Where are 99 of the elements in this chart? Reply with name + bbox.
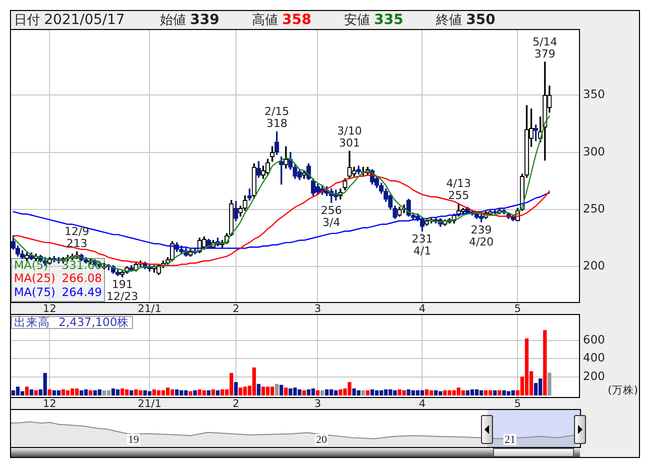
bar — [434, 390, 438, 396]
bar — [34, 390, 38, 396]
bar — [56, 390, 61, 396]
x-tick-label: 3 — [314, 398, 322, 410]
bar — [284, 388, 288, 396]
bar — [161, 390, 166, 396]
bar — [25, 386, 29, 396]
y-tick-label: 300 — [583, 144, 605, 158]
y-tick-label: 350 — [583, 87, 605, 102]
bar — [266, 386, 270, 396]
bar — [484, 390, 488, 396]
bar — [543, 330, 547, 396]
annotation: 出来高 2,437,100株 — [11, 315, 134, 329]
bar — [548, 372, 552, 396]
bar — [234, 382, 238, 396]
bar — [274, 384, 279, 396]
y-tick-label: 200 — [583, 368, 605, 383]
bar — [420, 390, 424, 396]
bar — [111, 388, 116, 396]
bar — [170, 389, 174, 396]
y-tick-label: 250 — [583, 201, 605, 216]
bar — [474, 389, 479, 396]
bar — [116, 389, 120, 396]
bar — [11, 390, 16, 396]
annotation: 231 4/1 — [412, 232, 433, 258]
annotation: 2/15 318 — [264, 105, 290, 130]
bar — [120, 388, 124, 396]
x-tick-label: 21 — [504, 434, 516, 446]
bar — [211, 389, 216, 396]
y-tick-label: 600 — [583, 332, 605, 346]
bar — [311, 388, 316, 396]
bar — [429, 390, 434, 396]
annotation: 4/13 255 — [446, 177, 471, 202]
text: 日付 2021/05/17 — [14, 11, 125, 30]
annotation: 191 12/23 — [106, 278, 138, 304]
x-tick-label: 4 — [418, 303, 426, 316]
bar — [424, 389, 429, 396]
text: 終値 350 — [436, 11, 496, 30]
bar — [88, 390, 92, 396]
text: 安値 335 — [344, 11, 404, 30]
x-tick-label: 20 — [316, 434, 328, 446]
bar — [166, 388, 170, 396]
bar — [366, 390, 370, 396]
x-tick-label: 12 — [42, 303, 56, 316]
bar — [361, 390, 365, 396]
bar — [156, 390, 161, 396]
bar — [470, 389, 474, 396]
x-tick-label: 12 — [42, 398, 56, 410]
bar — [324, 389, 329, 396]
annotation: 12/9 213 — [64, 225, 90, 250]
x-tick-label: 2 — [232, 398, 240, 410]
candlestick — [247, 188, 252, 201]
bar — [130, 390, 134, 396]
bar — [220, 389, 224, 396]
y-axis-title: (万株) — [608, 383, 638, 396]
annotation: 256 3/4 — [320, 204, 342, 229]
series-label: MA(25) 266.08 — [14, 271, 102, 286]
y-tick-label: 400 — [583, 350, 605, 365]
bar — [256, 384, 260, 396]
bar — [261, 386, 266, 396]
bar — [188, 391, 192, 396]
bar — [280, 384, 284, 396]
text: 高値 358 — [252, 11, 312, 30]
x-tick-label: 3 — [314, 303, 322, 316]
bar — [270, 386, 274, 396]
bar — [30, 389, 34, 396]
bar — [370, 389, 374, 396]
x-tick-label: 4 — [418, 398, 426, 410]
bar — [16, 386, 20, 396]
text: MA(75) 264.49 — [14, 284, 102, 299]
bar — [461, 390, 465, 396]
x-tick-label: 19 — [128, 434, 140, 446]
bar — [66, 390, 70, 396]
bar — [106, 390, 111, 396]
bar — [206, 390, 210, 396]
x-tick-label: 21/1 — [138, 303, 162, 316]
bar — [320, 390, 324, 396]
x-tick-label: 2 — [232, 303, 240, 316]
bar — [48, 389, 52, 396]
bar — [61, 389, 66, 396]
text: 始値 339 — [160, 11, 220, 30]
bar — [193, 390, 197, 396]
annotation: 239 4/20 — [468, 223, 494, 248]
bar — [374, 390, 379, 396]
bar — [498, 390, 502, 396]
bar — [416, 390, 420, 396]
bar — [302, 390, 306, 396]
bar — [524, 338, 529, 396]
bar — [316, 390, 320, 396]
annotation: 3/10 301 — [337, 124, 362, 150]
x-tick-label: 5 — [514, 398, 521, 410]
bar — [175, 389, 179, 396]
y-tick-label: 200 — [583, 258, 605, 273]
x-tick-label: 21/1 — [138, 398, 162, 410]
annotation: 5/14 379 — [532, 35, 558, 60]
x-tick-label: 5 — [514, 303, 521, 316]
bar — [479, 390, 484, 396]
bar — [493, 390, 497, 396]
bar — [216, 390, 220, 396]
